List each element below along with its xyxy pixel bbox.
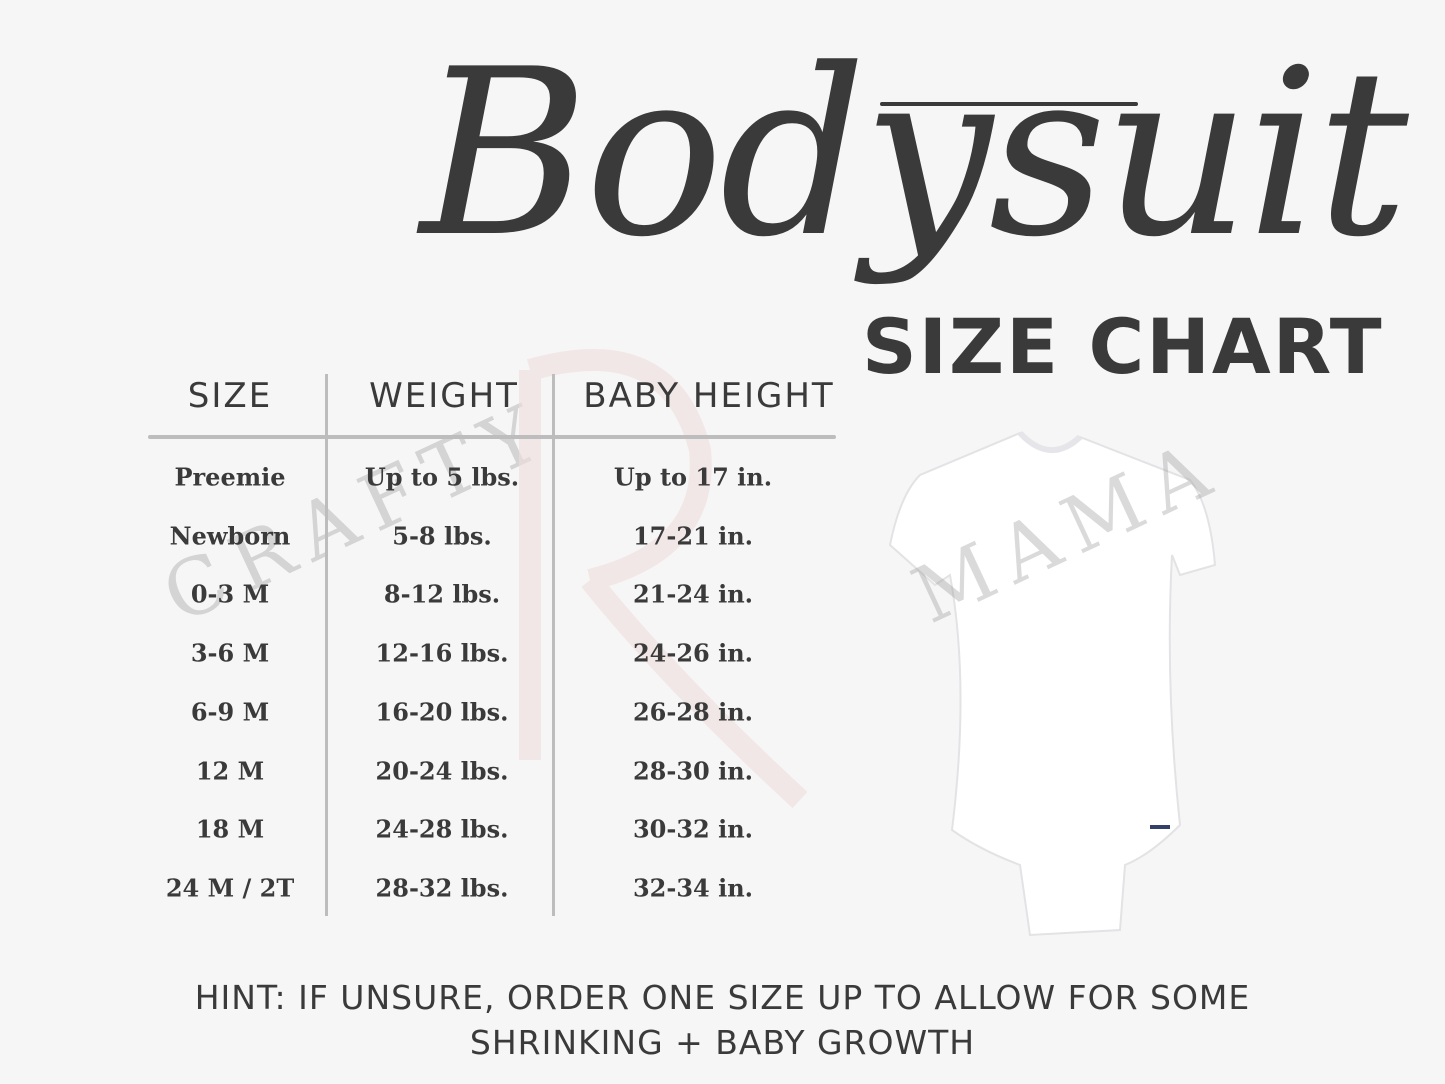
- cell-size: Newborn: [169, 521, 291, 551]
- cell-height: 26-28 in.: [632, 697, 754, 727]
- column-divider: [325, 374, 328, 916]
- cell-weight: 8-12 lbs.: [383, 579, 501, 609]
- title-underline: [880, 102, 1138, 106]
- cell-weight: 16-20 lbs.: [375, 697, 509, 727]
- cell-weight: 20-24 lbs.: [375, 756, 509, 785]
- bodysuit-image: [888, 430, 1217, 937]
- cell-height: 32-34 in.: [632, 873, 754, 903]
- cell-height: 17-21 in.: [632, 521, 754, 551]
- cell-weight: Up to 5 lbs.: [364, 462, 520, 492]
- header-weight: WEIGHT: [369, 376, 519, 416]
- cell-size: 18 M: [195, 814, 265, 844]
- cell-height: 21-24 in.: [632, 579, 754, 609]
- page-title: Bodysuit: [420, 21, 1409, 288]
- cell-size: 0-3 M: [190, 579, 270, 609]
- cell-size: 6-9 M: [190, 697, 270, 727]
- cell-size: 3-6 M: [190, 638, 270, 668]
- cell-weight: 24-28 lbs.: [375, 814, 509, 844]
- hint-line-2: SHRINKING + BABY GROWTH: [469, 1023, 976, 1062]
- cell-height: 24-26 in.: [632, 638, 754, 668]
- column-divider: [552, 374, 555, 916]
- cell-weight: 5-8 lbs.: [392, 521, 492, 551]
- hint-line-1: HINT: IF UNSURE, ORDER ONE SIZE UP TO AL…: [194, 978, 1251, 1017]
- cell-size: 12 M: [195, 756, 265, 785]
- header-divider: [148, 435, 836, 439]
- cell-size: Preemie: [174, 462, 286, 492]
- cell-size: 24 M / 2T: [165, 873, 295, 903]
- cell-weight: 28-32 lbs.: [375, 873, 509, 903]
- tag-icon: [1150, 825, 1170, 829]
- page-subtitle: SIZE CHART: [862, 302, 1384, 391]
- cell-height: Up to 17 in.: [613, 462, 773, 492]
- header-height: BABY HEIGHT: [583, 376, 835, 416]
- cell-height: 30-32 in.: [632, 814, 754, 844]
- cell-height: 28-30 in.: [632, 756, 754, 785]
- header-size: SIZE: [187, 376, 273, 416]
- cell-weight: 12-16 lbs.: [375, 638, 509, 668]
